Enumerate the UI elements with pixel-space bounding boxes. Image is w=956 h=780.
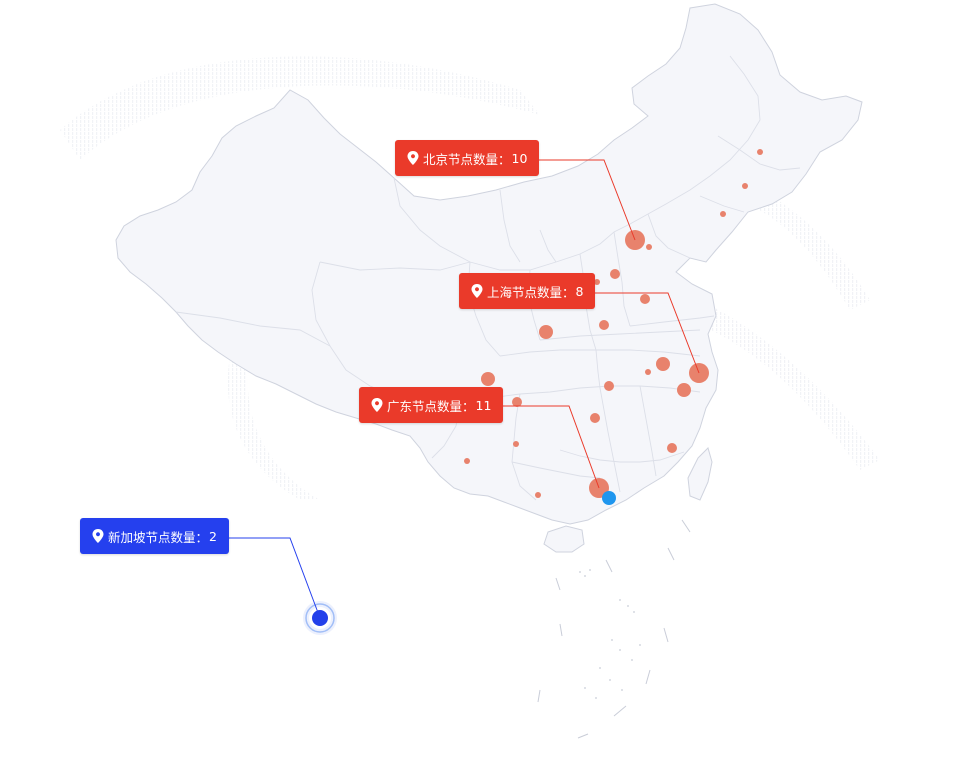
bubble-shanxi[interactable] (610, 269, 620, 279)
bubble-anhui-small[interactable] (645, 369, 651, 375)
highlight-node-dot[interactable] (602, 491, 616, 505)
bubble-hubei[interactable] (604, 381, 614, 391)
bubble-anhui[interactable] (656, 357, 670, 371)
callout-beijing[interactable]: 北京节点数量： 10 (395, 140, 540, 176)
map-pin-icon (92, 529, 104, 543)
bubble-guizhou[interactable] (513, 441, 519, 447)
leader-lines (218, 159, 700, 619)
leader-line-singapore (218, 537, 321, 619)
callout-guangdong-value: 11 (475, 397, 492, 413)
callout-guangdong[interactable]: 广东节点数量： 11 (359, 387, 504, 423)
callout-singapore-value: 2 (209, 528, 217, 544)
bubble-tianjin[interactable] (646, 244, 652, 250)
bubble-shaanxi[interactable] (539, 325, 553, 339)
bubble-yunnan[interactable] (464, 458, 470, 464)
callout-shanghai[interactable]: 上海节点数量： 8 (459, 273, 596, 309)
callout-shanghai-value: 8 (575, 283, 584, 299)
hainan-island (543, 525, 585, 553)
bubble-hebei-small[interactable] (594, 279, 600, 285)
bubble-zhejiang[interactable] (677, 383, 691, 397)
islet-dots (579, 569, 641, 699)
map-pin-icon (371, 398, 383, 412)
bubble-chongqing[interactable] (512, 397, 522, 407)
bubble-guangxi[interactable] (535, 492, 541, 498)
province-bubbles (464, 149, 763, 498)
bubble-liaoning[interactable] (720, 211, 726, 217)
callout-guangdong-label: 广东节点数量： (387, 398, 475, 414)
callout-singapore[interactable]: 新加坡节点数量： 2 (80, 518, 229, 554)
callout-shanghai-label: 上海节点数量： (487, 284, 575, 300)
bubble-hunan[interactable] (590, 413, 600, 423)
bubble-sichuan[interactable] (481, 372, 495, 386)
leader-line-shanghai (585, 292, 700, 374)
bubble-heilongjiang[interactable] (757, 149, 763, 155)
leader-line-beijing (528, 159, 636, 241)
callout-beijing-value: 10 (511, 150, 528, 166)
taiwan-island (687, 447, 713, 501)
callout-beijing-label: 北京节点数量： (423, 151, 511, 167)
bubble-henan[interactable] (599, 320, 609, 330)
bubble-jilin[interactable] (742, 183, 748, 189)
leader-line-guangdong (493, 405, 600, 489)
south-sea-islands (537, 519, 691, 739)
map-pin-icon (407, 151, 419, 165)
bubble-fujian[interactable] (667, 443, 677, 453)
callout-singapore-label: 新加坡节点数量： (108, 529, 209, 545)
bubble-shandong[interactable] (640, 294, 650, 304)
map-pin-icon (471, 284, 483, 298)
